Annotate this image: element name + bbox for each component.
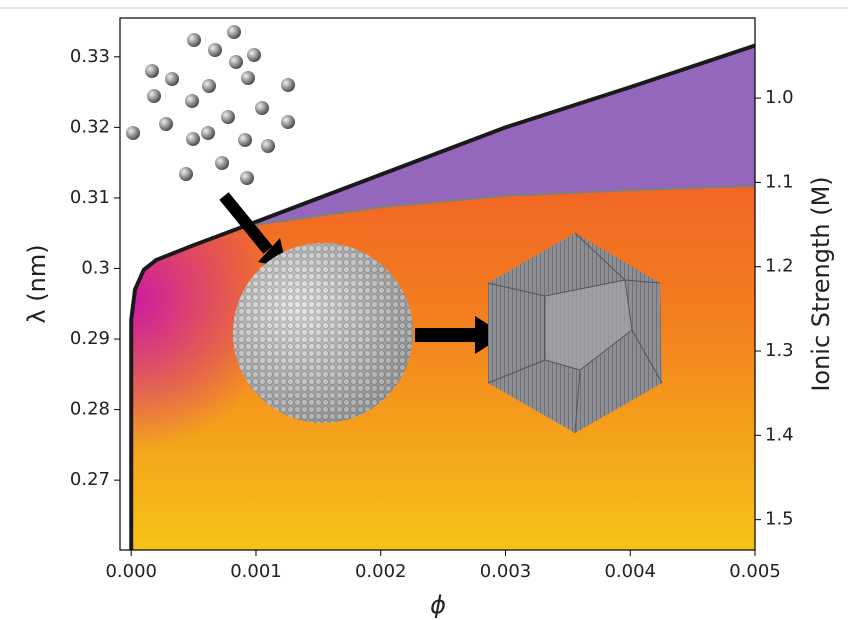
particle (247, 48, 261, 62)
chart: ϕ λ (nm) Ionic Strength (M) 0.000 0.001 0.… (0, 0, 848, 620)
particle (261, 139, 275, 153)
particle (229, 55, 243, 69)
particle (281, 115, 295, 129)
y-axis-title: λ (nm) (23, 244, 51, 323)
y2-axis-title: Ionic Strength (M) (807, 176, 835, 391)
x-tick-label: 0.004 (604, 561, 656, 582)
particle (281, 78, 295, 92)
particle (215, 156, 229, 170)
particle (241, 71, 255, 85)
particle (240, 171, 254, 185)
x-tick-label: 0.003 (480, 561, 532, 582)
particle (187, 33, 201, 47)
particle (208, 43, 222, 57)
particle (186, 132, 200, 146)
y-tick-label: 0.27 (70, 469, 110, 490)
y-tick-label: 0.28 (70, 399, 110, 420)
particle (202, 79, 216, 93)
y2-tick-label: 1.0 (765, 87, 794, 108)
y2-tick-label: 1.1 (765, 171, 794, 192)
particle (147, 89, 161, 103)
y2-tick-label: 1.2 (765, 256, 794, 277)
particle (185, 94, 199, 108)
particle (201, 126, 215, 140)
y-tick-label: 0.29 (70, 328, 110, 349)
y-tick-label: 0.3 (81, 257, 110, 278)
particle (126, 126, 140, 140)
x-axis-title: ϕ (430, 591, 446, 619)
x-tick-label: 0.000 (105, 561, 157, 582)
particle (165, 72, 179, 86)
particle (221, 110, 235, 124)
y-tick-label: 0.31 (70, 187, 110, 208)
particle (179, 167, 193, 181)
y-tick-label: 0.33 (70, 46, 110, 67)
particle (238, 133, 252, 147)
particle (145, 64, 159, 78)
particle (227, 25, 241, 39)
particle (159, 117, 173, 131)
x-tick-label: 0.001 (230, 561, 282, 582)
arrow (415, 328, 477, 342)
particle (255, 101, 269, 115)
cluster-shade (233, 243, 413, 423)
y2-tick-label: 1.5 (765, 509, 794, 530)
y-tick-label: 0.32 (70, 116, 110, 137)
x-tick-label: 0.002 (355, 561, 407, 582)
x-tick-label: 0.005 (729, 561, 781, 582)
y2-tick-label: 1.3 (765, 340, 794, 361)
y2-tick-label: 1.4 (765, 424, 794, 445)
